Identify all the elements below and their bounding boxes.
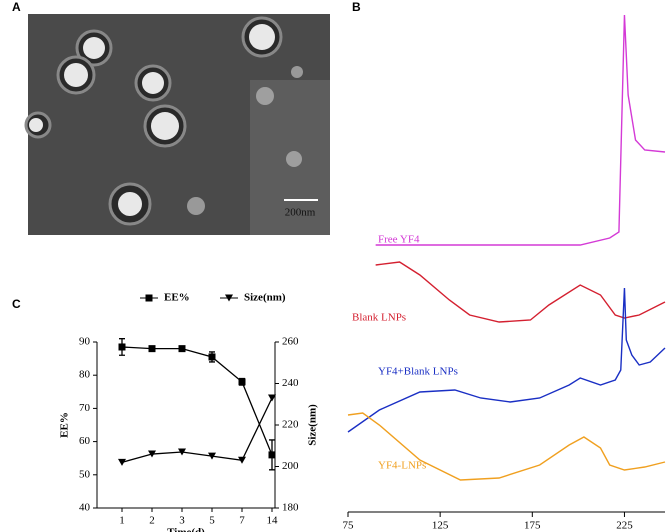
y-tick-label: 50 bbox=[79, 468, 91, 480]
x-tick-label: 5 bbox=[209, 515, 215, 527]
y2-tick-label: 180 bbox=[282, 502, 299, 514]
y-axis-label: EE% bbox=[59, 412, 71, 438]
series-label: YF4+Blank LNPs bbox=[378, 366, 458, 378]
marker bbox=[208, 353, 216, 361]
y2-axis-label: Size(nm) bbox=[307, 404, 319, 446]
thermogram-line bbox=[347, 412, 666, 481]
marker bbox=[118, 343, 126, 351]
marker bbox=[238, 456, 246, 464]
marker bbox=[238, 378, 246, 386]
panel-label: B bbox=[352, 0, 361, 14]
y2-tick-label: 240 bbox=[282, 377, 299, 389]
scale-bar-label: 200nm bbox=[285, 207, 316, 219]
x-tick-label: 175 bbox=[524, 520, 541, 532]
x-tick-label: 75 bbox=[343, 520, 355, 532]
marker bbox=[225, 294, 233, 302]
marker bbox=[148, 345, 156, 353]
x-tick-label: 3 bbox=[179, 515, 185, 527]
series-line bbox=[121, 346, 273, 456]
panel-label: A bbox=[12, 0, 21, 14]
x-tick-label: 225 bbox=[616, 520, 633, 532]
x-tick-label: 2 bbox=[149, 515, 155, 527]
marker bbox=[148, 450, 156, 458]
series-label: Free YF4 bbox=[378, 234, 420, 246]
x-tick-label: 1 bbox=[119, 515, 125, 527]
marker bbox=[268, 451, 276, 459]
marker bbox=[178, 345, 186, 353]
micrograph: 200nm bbox=[24, 14, 330, 235]
x-tick-label: 14 bbox=[267, 515, 279, 527]
legend-label: EE% bbox=[164, 292, 190, 304]
y-tick-label: 90 bbox=[79, 336, 91, 348]
y2-tick-label: 220 bbox=[282, 419, 299, 431]
series-label: Blank LNPs bbox=[352, 312, 406, 324]
x-tick-label: 125 bbox=[432, 520, 449, 532]
thermogram-line bbox=[375, 14, 666, 246]
panel-label: C bbox=[12, 297, 21, 311]
y-tick-label: 60 bbox=[79, 435, 91, 447]
series-label: YF4-LNPs bbox=[378, 460, 426, 472]
marker bbox=[208, 452, 216, 460]
thermogram-line bbox=[375, 261, 666, 323]
marker bbox=[178, 448, 186, 456]
y2-tick-label: 200 bbox=[282, 460, 299, 472]
thermogram-line bbox=[347, 287, 666, 433]
y-tick-label: 80 bbox=[79, 369, 91, 381]
y2-tick-label: 260 bbox=[282, 336, 299, 348]
y-tick-label: 70 bbox=[79, 402, 91, 414]
marker bbox=[268, 394, 276, 402]
marker bbox=[145, 294, 153, 302]
x-axis-label: Time(d) bbox=[167, 527, 205, 532]
legend-label: Size(nm) bbox=[244, 292, 286, 304]
marker bbox=[118, 458, 126, 466]
x-tick-label: 7 bbox=[239, 515, 245, 527]
series-line bbox=[121, 397, 273, 463]
y-tick-label: 40 bbox=[79, 502, 91, 514]
